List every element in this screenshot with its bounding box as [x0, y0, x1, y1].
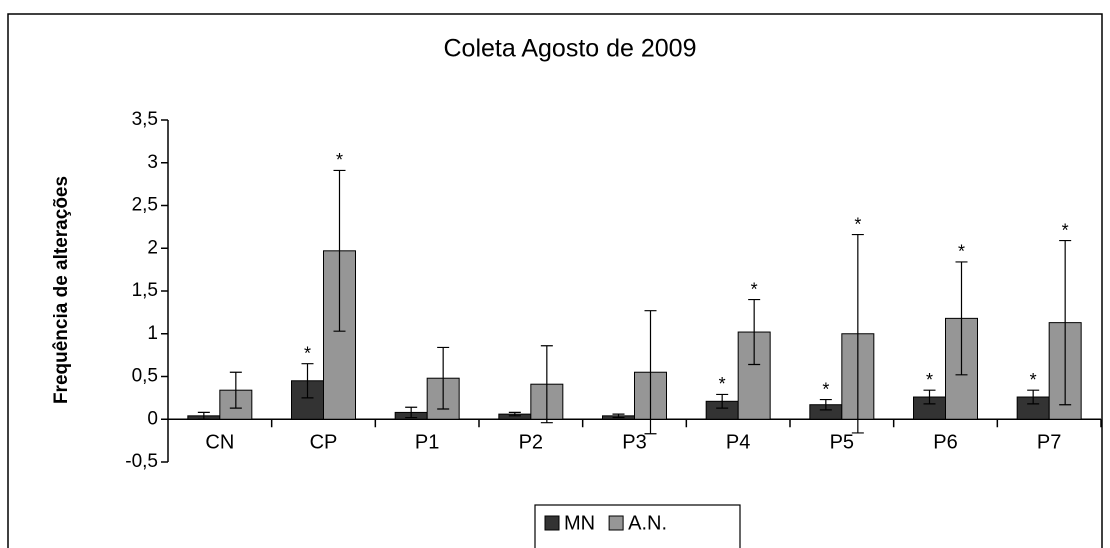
y-tick-label: 0 — [147, 408, 158, 429]
y-tick-label: 2 — [147, 237, 158, 258]
error-bar — [229, 371, 242, 409]
error-bar — [333, 169, 346, 332]
legend-swatch — [544, 515, 560, 531]
chart-frame — [7, 13, 1103, 548]
significance-mark: * — [1062, 220, 1069, 240]
error-bar — [851, 233, 864, 434]
legend-swatch — [608, 515, 624, 531]
significance-mark: * — [719, 374, 726, 394]
significance-mark: * — [751, 279, 758, 299]
error-bar — [405, 406, 418, 419]
error-bar — [716, 393, 729, 409]
error-bar — [955, 261, 968, 376]
significance-mark: * — [926, 370, 933, 390]
significance-mark: * — [1030, 370, 1037, 390]
legend-label: A.N. — [628, 512, 667, 534]
x-tick-label: P6 — [933, 431, 957, 453]
error-bar — [301, 363, 314, 399]
error-bar — [819, 398, 832, 411]
significance-mark: * — [304, 343, 311, 363]
y-tick-label: 3,5 — [132, 109, 158, 130]
error-bar — [644, 310, 657, 435]
significance-mark: * — [854, 214, 861, 234]
y-tick-label: 1 — [147, 323, 158, 344]
error-bar — [508, 411, 521, 417]
error-bar — [1027, 389, 1040, 405]
x-tick-label: CN — [205, 431, 234, 453]
x-tick-label: CP — [310, 431, 338, 453]
y-tick-label: 2,5 — [132, 195, 158, 216]
significance-mark: * — [336, 150, 343, 170]
y-tick-label: 1,5 — [132, 280, 158, 301]
y-tick-label: 3 — [147, 152, 158, 173]
error-bar — [1059, 239, 1072, 406]
x-tick-label: P3 — [622, 431, 646, 453]
y-tick-label: 0,5 — [132, 366, 158, 387]
error-bar — [748, 298, 761, 366]
legend-box — [534, 504, 741, 548]
error-bar — [612, 413, 625, 419]
y-axis-label: Frequência de alterações — [51, 176, 72, 404]
error-bar — [437, 346, 450, 410]
x-tick-label: P5 — [830, 431, 854, 453]
x-tick-label: P1 — [415, 431, 439, 453]
error-bar — [923, 389, 936, 405]
error-bar — [540, 345, 553, 424]
chart-title: Coleta Agosto de 2009 — [444, 35, 697, 63]
significance-mark: * — [958, 242, 965, 262]
y-tick-label: -0,5 — [125, 451, 158, 472]
significance-mark: * — [822, 379, 829, 399]
error-bar — [197, 411, 210, 420]
legend-label: MN — [564, 512, 595, 534]
x-tick-label: P2 — [519, 431, 543, 453]
x-tick-label: P7 — [1037, 431, 1061, 453]
x-tick-label: P4 — [726, 431, 750, 453]
